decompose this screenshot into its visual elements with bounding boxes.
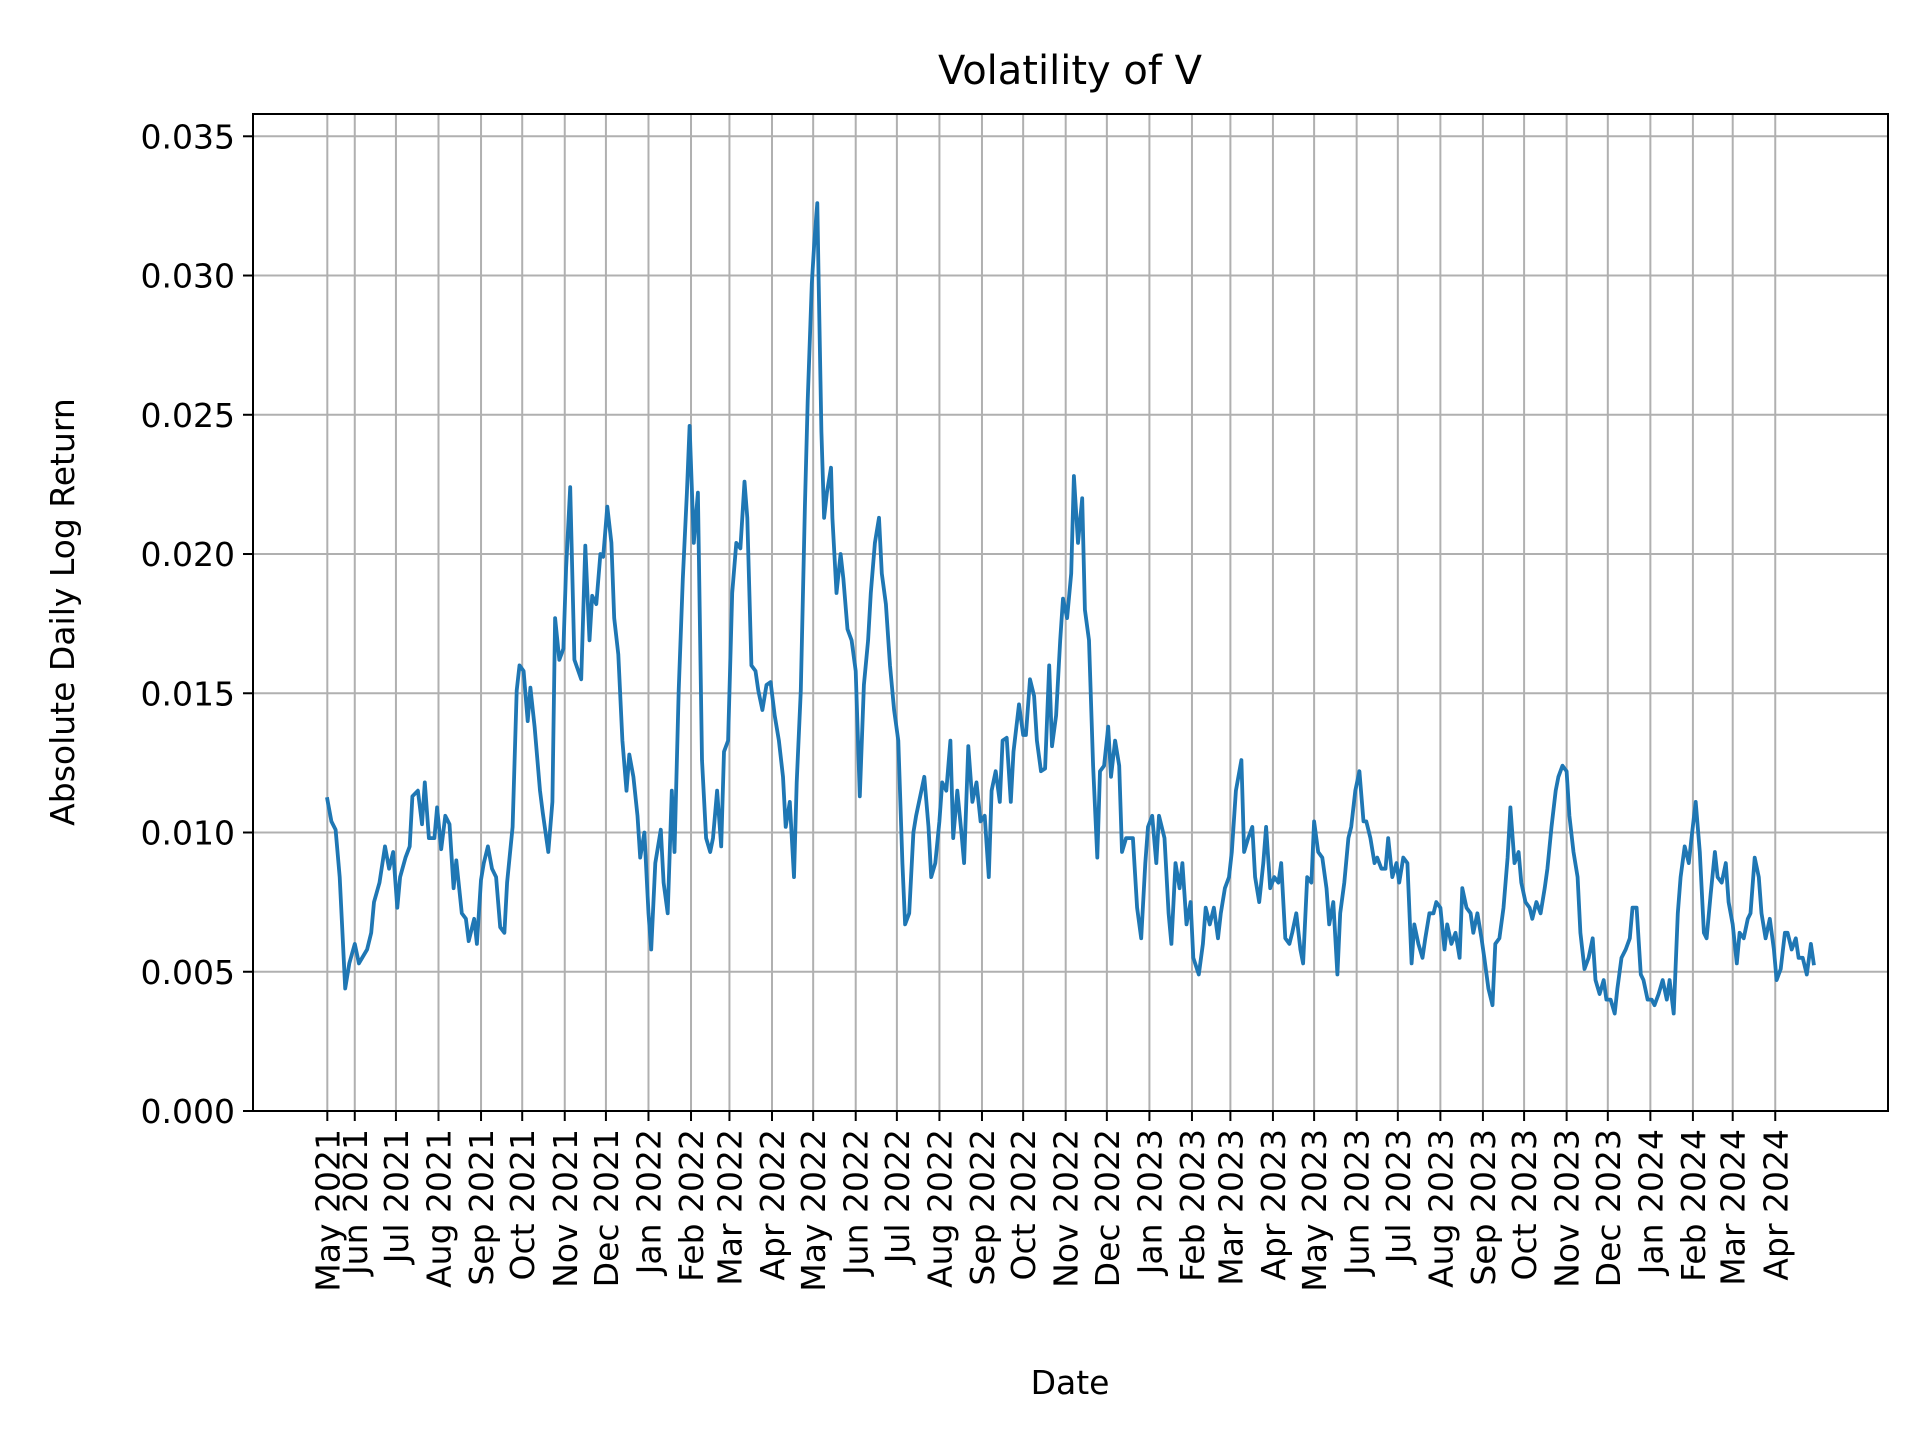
x-tick-label: Jun 2022 — [837, 1129, 876, 1277]
x-tick-label: Sep 2021 — [462, 1129, 501, 1286]
y-tick-label: 0.020 — [141, 535, 235, 574]
y-axis-ticks: 0.000 0.005 0.010 0.015 0.020 0.025 0.030 0.035 — [141, 117, 253, 1131]
x-tick-label: Feb 2023 — [1173, 1129, 1212, 1282]
x-tick-label: Mar 2024 — [1714, 1129, 1753, 1286]
x-tick-label: Aug 2021 — [419, 1129, 458, 1288]
y-tick-label: 0.010 — [141, 814, 235, 853]
x-tick-label: Jul 2021 — [377, 1129, 416, 1265]
x-tick-label: Dec 2023 — [1589, 1129, 1628, 1287]
x-tick-label: Sep 2023 — [1464, 1129, 1503, 1286]
x-tick-label: Jul 2022 — [878, 1129, 917, 1265]
x-tick-label: Feb 2024 — [1674, 1129, 1713, 1282]
x-tick-label: May 2023 — [1295, 1129, 1334, 1292]
x-tick-label: Jan 2024 — [1631, 1129, 1670, 1276]
volatility-series-line — [325, 201, 1816, 1016]
series-group — [325, 201, 1816, 1016]
x-tick-label: Jan 2023 — [1130, 1129, 1169, 1276]
x-tick-label: Apr 2022 — [753, 1129, 792, 1281]
x-tick-label: Oct 2022 — [1004, 1129, 1043, 1281]
x-tick-label: Mar 2022 — [710, 1129, 749, 1286]
x-tick-label: Oct 2021 — [503, 1129, 542, 1281]
y-tick-label: 0.000 — [141, 1092, 235, 1131]
y-tick-label: 0.005 — [141, 953, 235, 992]
x-tick-label: Jun 2023 — [1338, 1129, 1377, 1277]
x-tick-label: Dec 2021 — [587, 1129, 626, 1287]
chart-title: Volatility of V — [938, 48, 1203, 94]
x-tick-label: May 2021 — [308, 1129, 347, 1292]
x-tick-label: Mar 2023 — [1211, 1129, 1250, 1286]
y-tick-label: 0.030 — [141, 257, 235, 296]
x-tick-label: Dec 2022 — [1088, 1129, 1127, 1287]
x-tick-label: Nov 2022 — [1047, 1129, 1086, 1288]
x-tick-label: Oct 2023 — [1505, 1129, 1544, 1281]
x-tick-label: Feb 2022 — [672, 1129, 711, 1282]
y-tick-label: 0.035 — [141, 117, 235, 156]
x-tick-label: Nov 2021 — [546, 1129, 585, 1288]
x-axis-label: Date — [1031, 1363, 1110, 1402]
y-axis-label: Absolute Daily Log Return — [43, 398, 82, 826]
x-tick-label: Jun 2021 — [336, 1129, 375, 1277]
y-tick-label: 0.025 — [141, 396, 235, 435]
x-tick-label: Jan 2022 — [629, 1129, 668, 1276]
x-tick-label: Nov 2023 — [1548, 1129, 1587, 1288]
x-tick-label: Sep 2022 — [963, 1129, 1002, 1286]
x-tick-label: Jul 2023 — [1379, 1129, 1418, 1265]
y-tick-label: 0.015 — [141, 674, 235, 713]
plot-frame — [252, 113, 1889, 1112]
x-tick-label: Aug 2023 — [1421, 1129, 1460, 1288]
grid-lines — [253, 114, 1888, 1112]
x-tick-label: May 2022 — [794, 1129, 833, 1292]
x-tick-label: Apr 2024 — [1756, 1129, 1795, 1281]
x-tick-label: Apr 2023 — [1254, 1129, 1293, 1281]
x-tick-label: Aug 2022 — [920, 1129, 959, 1288]
